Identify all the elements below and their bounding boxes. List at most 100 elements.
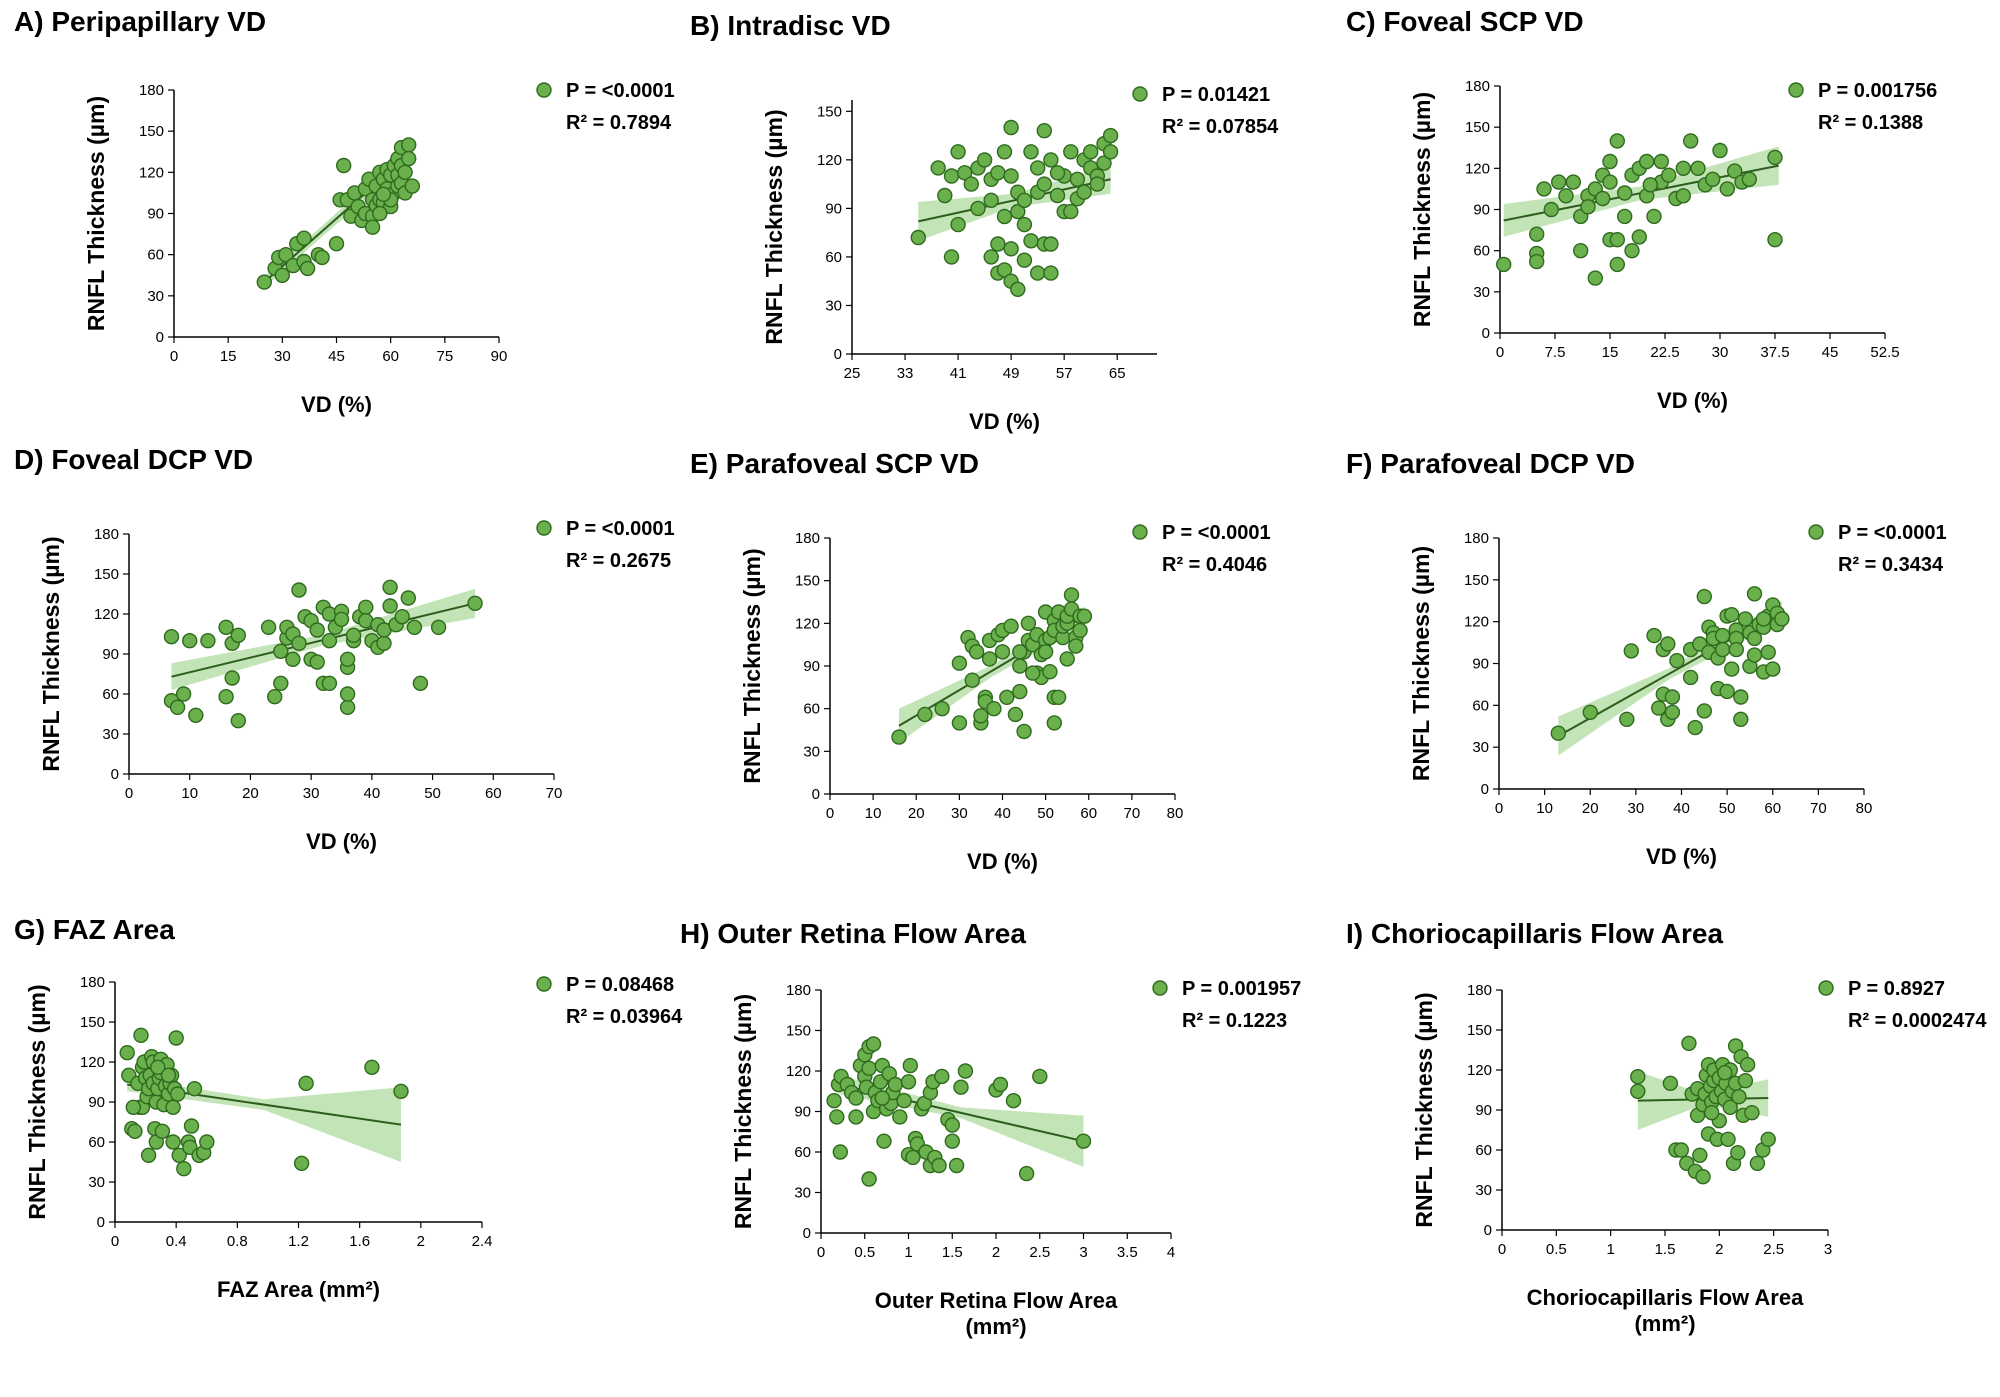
data-point — [1016, 192, 1033, 209]
x-tick-label: 20 — [908, 805, 925, 822]
data-point — [848, 1109, 864, 1125]
x-tick-label: 4 — [1167, 1244, 1175, 1261]
data-point — [169, 1086, 186, 1102]
data-point — [224, 670, 240, 686]
x-tick-label: 10 — [865, 805, 882, 822]
data-point — [230, 713, 247, 729]
x-tick-label: 40 — [364, 785, 381, 802]
data-point — [1683, 133, 1699, 149]
data-point — [829, 1109, 845, 1125]
data-point — [1673, 1142, 1689, 1158]
y-tick-label: 90 — [825, 200, 842, 217]
data-point — [876, 1133, 892, 1149]
data-point — [133, 1027, 149, 1044]
x-tick-label: 0.8 — [227, 1233, 248, 1250]
y-axis-label: RNFL Thickness (µm) — [1408, 546, 1434, 781]
data-point — [950, 216, 966, 233]
data-point — [1609, 231, 1625, 248]
data-point — [1059, 651, 1075, 667]
data-point — [1664, 704, 1681, 720]
x-tick-label: 25 — [844, 365, 861, 382]
y-tick-label: 90 — [147, 206, 164, 223]
data-point — [163, 628, 180, 645]
data-point — [321, 632, 338, 649]
data-point — [861, 1171, 877, 1187]
x-tick-label: 1.2 — [288, 1233, 309, 1250]
data-point — [996, 144, 1013, 160]
legend-marker — [536, 82, 552, 98]
data-point — [1733, 711, 1749, 727]
data-point — [1639, 153, 1655, 170]
x-axis-label: Choriocapillaris Flow Area — [1527, 1285, 1804, 1310]
data-point — [1543, 201, 1560, 218]
data-point — [1049, 165, 1066, 181]
y-axis-label: RNFL Thickness (µm) — [38, 536, 64, 771]
x-tick-label: 2 — [1715, 1241, 1723, 1258]
x-tick-label: 45 — [328, 348, 345, 365]
x-tick-label: 70 — [1810, 800, 1827, 817]
data-point — [891, 729, 907, 745]
y-tick-label: 150 — [1467, 1022, 1492, 1039]
y-tick-label: 150 — [786, 1023, 811, 1040]
chart-plot: 0 30 60 90 120 150 25 33 41 49 57 65 RNFL Thickness … — [761, 84, 1279, 434]
x-axis-label: (mm²) — [965, 1314, 1026, 1339]
r-squared-text: R² = 0.03964 — [566, 1006, 683, 1028]
y-tick-label: 90 — [88, 1094, 105, 1111]
data-point — [171, 1147, 187, 1164]
data-point — [1036, 176, 1052, 192]
y-tick-label: 150 — [80, 1014, 105, 1031]
data-point — [165, 1134, 181, 1150]
data-point — [1724, 606, 1740, 623]
y-tick-label: 150 — [795, 573, 820, 590]
y-tick-label: 90 — [1473, 202, 1490, 219]
data-point — [1623, 643, 1639, 659]
y-tick-label: 30 — [1475, 1182, 1492, 1199]
chart-title: F) Parafoveal DCP VD — [1346, 448, 1635, 479]
data-point — [1741, 171, 1757, 188]
data-point — [1661, 167, 1677, 183]
y-tick-label: 30 — [88, 1174, 105, 1191]
data-point — [406, 619, 423, 636]
p-value-text: P = <0.0001 — [566, 80, 675, 102]
x-tick-label: 49 — [1003, 365, 1020, 382]
x-tick-label: 30 — [1628, 800, 1645, 817]
data-point — [983, 249, 999, 265]
data-point — [336, 157, 352, 174]
data-point — [168, 1030, 184, 1046]
p-value-text: P = 0.08468 — [566, 974, 674, 996]
data-point — [328, 235, 345, 252]
data-point — [1089, 176, 1105, 192]
x-tick-label: 0.5 — [1546, 1241, 1567, 1258]
x-tick-label: 10 — [1536, 800, 1553, 817]
chart-panel: A) Peripapillary VD 0 30 60 90 120 150 180 0 15 30… — [14, 6, 675, 470]
data-point — [970, 200, 986, 217]
r-squared-text: R² = 0.0002474 — [1848, 1010, 1987, 1032]
data-point — [986, 701, 1002, 717]
data-point — [887, 1076, 904, 1093]
data-point — [1020, 615, 1037, 632]
chart-title: D) Foveal DCP VD — [14, 444, 254, 475]
x-tick-label: 1 — [1606, 1241, 1614, 1258]
x-tick-label: 50 — [1037, 805, 1054, 822]
y-tick-label: 90 — [102, 646, 119, 663]
data-point — [983, 192, 999, 209]
y-tick-label: 90 — [1472, 656, 1489, 673]
data-point — [1695, 1168, 1711, 1185]
data-point — [1675, 160, 1691, 177]
x-tick-label: 30 — [274, 348, 291, 365]
data-point — [1765, 661, 1781, 677]
data-point — [358, 599, 374, 616]
data-point — [992, 1076, 1009, 1093]
x-tick-label: 41 — [950, 365, 967, 382]
chart-title: A) Peripapillary VD — [14, 6, 267, 37]
y-tick-label: 60 — [825, 249, 842, 266]
x-axis-label: VD (%) — [301, 392, 372, 417]
data-point — [372, 205, 388, 222]
data-point — [1609, 133, 1625, 149]
y-tick-label: 120 — [1464, 614, 1489, 631]
x-tick-label: 90 — [491, 348, 508, 365]
data-point — [957, 1063, 974, 1079]
y-axis-label: RNFL Thickness (µm) — [1411, 992, 1437, 1227]
r-squared-text: R² = 0.1388 — [1818, 112, 1923, 134]
data-point — [314, 249, 330, 266]
